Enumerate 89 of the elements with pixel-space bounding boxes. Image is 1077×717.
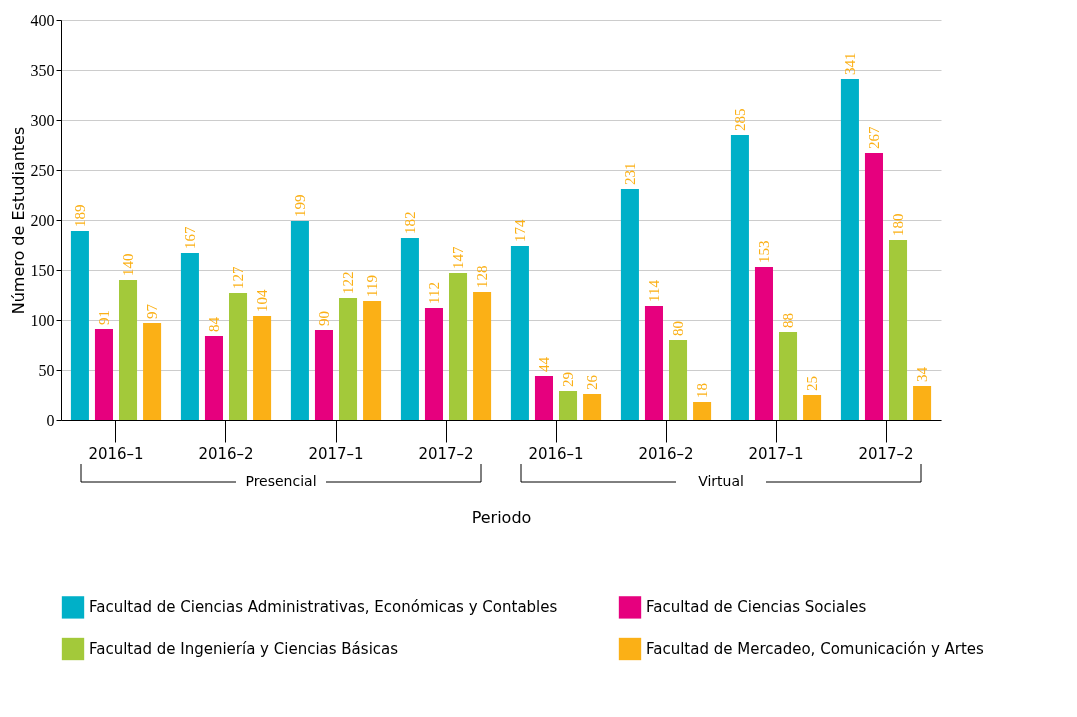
data-label: 114: [645, 279, 662, 302]
bar: [119, 280, 138, 420]
data-label: 182: [401, 211, 418, 234]
y-tick-label: 300: [30, 111, 55, 129]
bar: [449, 273, 468, 420]
bar: [840, 79, 859, 420]
y-tick-label: 200: [30, 211, 55, 229]
data-label: 153: [755, 240, 772, 263]
legend-label: Facultad de Ciencias Administrativas, Económicas y Contables: [89, 598, 558, 617]
legend-label: Facultad de Mercadeo, Comunicación y Artes: [646, 640, 985, 658]
bar: [510, 246, 529, 420]
text: Virtual: [698, 473, 744, 489]
bar: [864, 153, 883, 420]
data-label: 119: [364, 275, 381, 297]
bar: [229, 293, 248, 420]
bar: [779, 332, 798, 420]
data-label: 231: [621, 162, 638, 185]
x-tick-label: 2017–1: [308, 444, 364, 463]
y-tick-label: 150: [30, 261, 55, 279]
y-tick-label: 350: [30, 61, 55, 79]
data-label: 189: [71, 204, 88, 227]
data-label: 174: [511, 219, 528, 242]
data-label: 88: [780, 313, 797, 328]
bar: [339, 298, 358, 420]
data-label: 29: [560, 372, 577, 387]
bar: [290, 221, 309, 420]
bar: [94, 329, 113, 420]
bar: [803, 395, 822, 420]
bar: [913, 386, 932, 420]
data-label: 18: [694, 383, 711, 398]
bar: [559, 391, 578, 420]
data-label: 140: [120, 253, 137, 276]
data-label: 285: [731, 108, 748, 131]
x-tick-label: 2016–2: [638, 444, 694, 463]
x-tick-label: 2017–1: [748, 444, 804, 463]
data-label: 80: [670, 321, 687, 336]
bar: [644, 306, 663, 420]
data-label: 167: [181, 226, 198, 249]
data-label: 34: [914, 366, 931, 382]
data-label: 25: [804, 376, 821, 391]
x-tick-label: 2016–2: [198, 444, 254, 463]
bar: [730, 135, 749, 420]
text: Presencial: [245, 473, 317, 489]
data-label: 84: [205, 316, 222, 332]
bar: [400, 238, 419, 420]
data-label: 91: [95, 310, 112, 325]
bar: [253, 316, 272, 420]
x-tick-label: 2016–1: [528, 444, 584, 463]
data-label: 127: [230, 266, 247, 289]
bar: [754, 267, 773, 420]
bar: [693, 402, 712, 420]
data-label: 128: [474, 265, 491, 288]
bar: [534, 376, 553, 420]
data-label: 90: [315, 311, 332, 326]
data-label: 104: [254, 289, 271, 312]
data-label: 180: [890, 213, 907, 236]
y-tick-label: 400: [30, 11, 55, 29]
bar: [620, 189, 639, 420]
x-tick-label: 2017–2: [858, 444, 914, 463]
x-tick-label: 2016–1: [88, 444, 144, 463]
bar: [143, 323, 162, 420]
data-label: 112: [425, 282, 442, 304]
y-tick-label: 50: [38, 361, 55, 379]
bar: [70, 231, 89, 420]
bar: [363, 301, 382, 420]
bar: [889, 240, 908, 420]
data-label: 44: [535, 356, 552, 372]
data-label: 199: [291, 194, 308, 217]
y-tick-label: 250: [30, 161, 55, 179]
data-label: 147: [450, 246, 467, 269]
data-label: 267: [865, 126, 882, 149]
bar: [669, 340, 688, 420]
bar: [583, 394, 602, 420]
legend-label: Facultad de Ingeniería y Ciencias Básicas: [89, 640, 399, 658]
bar: [473, 292, 492, 420]
x-axis-title: Periodo: [471, 507, 532, 527]
y-axis-title: Número de Estudiantes: [8, 126, 28, 315]
data-label: 97: [144, 303, 161, 319]
bar: [180, 253, 199, 420]
y-tick-label: 0: [46, 411, 55, 429]
x-tick-label: 2017–2: [418, 444, 474, 463]
bar: [314, 330, 333, 420]
data-label: 341: [841, 52, 858, 75]
data-label: 122: [340, 271, 357, 294]
bar: [424, 308, 443, 420]
legend-label: Facultad de Ciencias Sociales: [646, 598, 867, 617]
bar: [204, 336, 223, 420]
data-label: 26: [584, 374, 601, 390]
y-tick-label: 100: [30, 311, 55, 329]
